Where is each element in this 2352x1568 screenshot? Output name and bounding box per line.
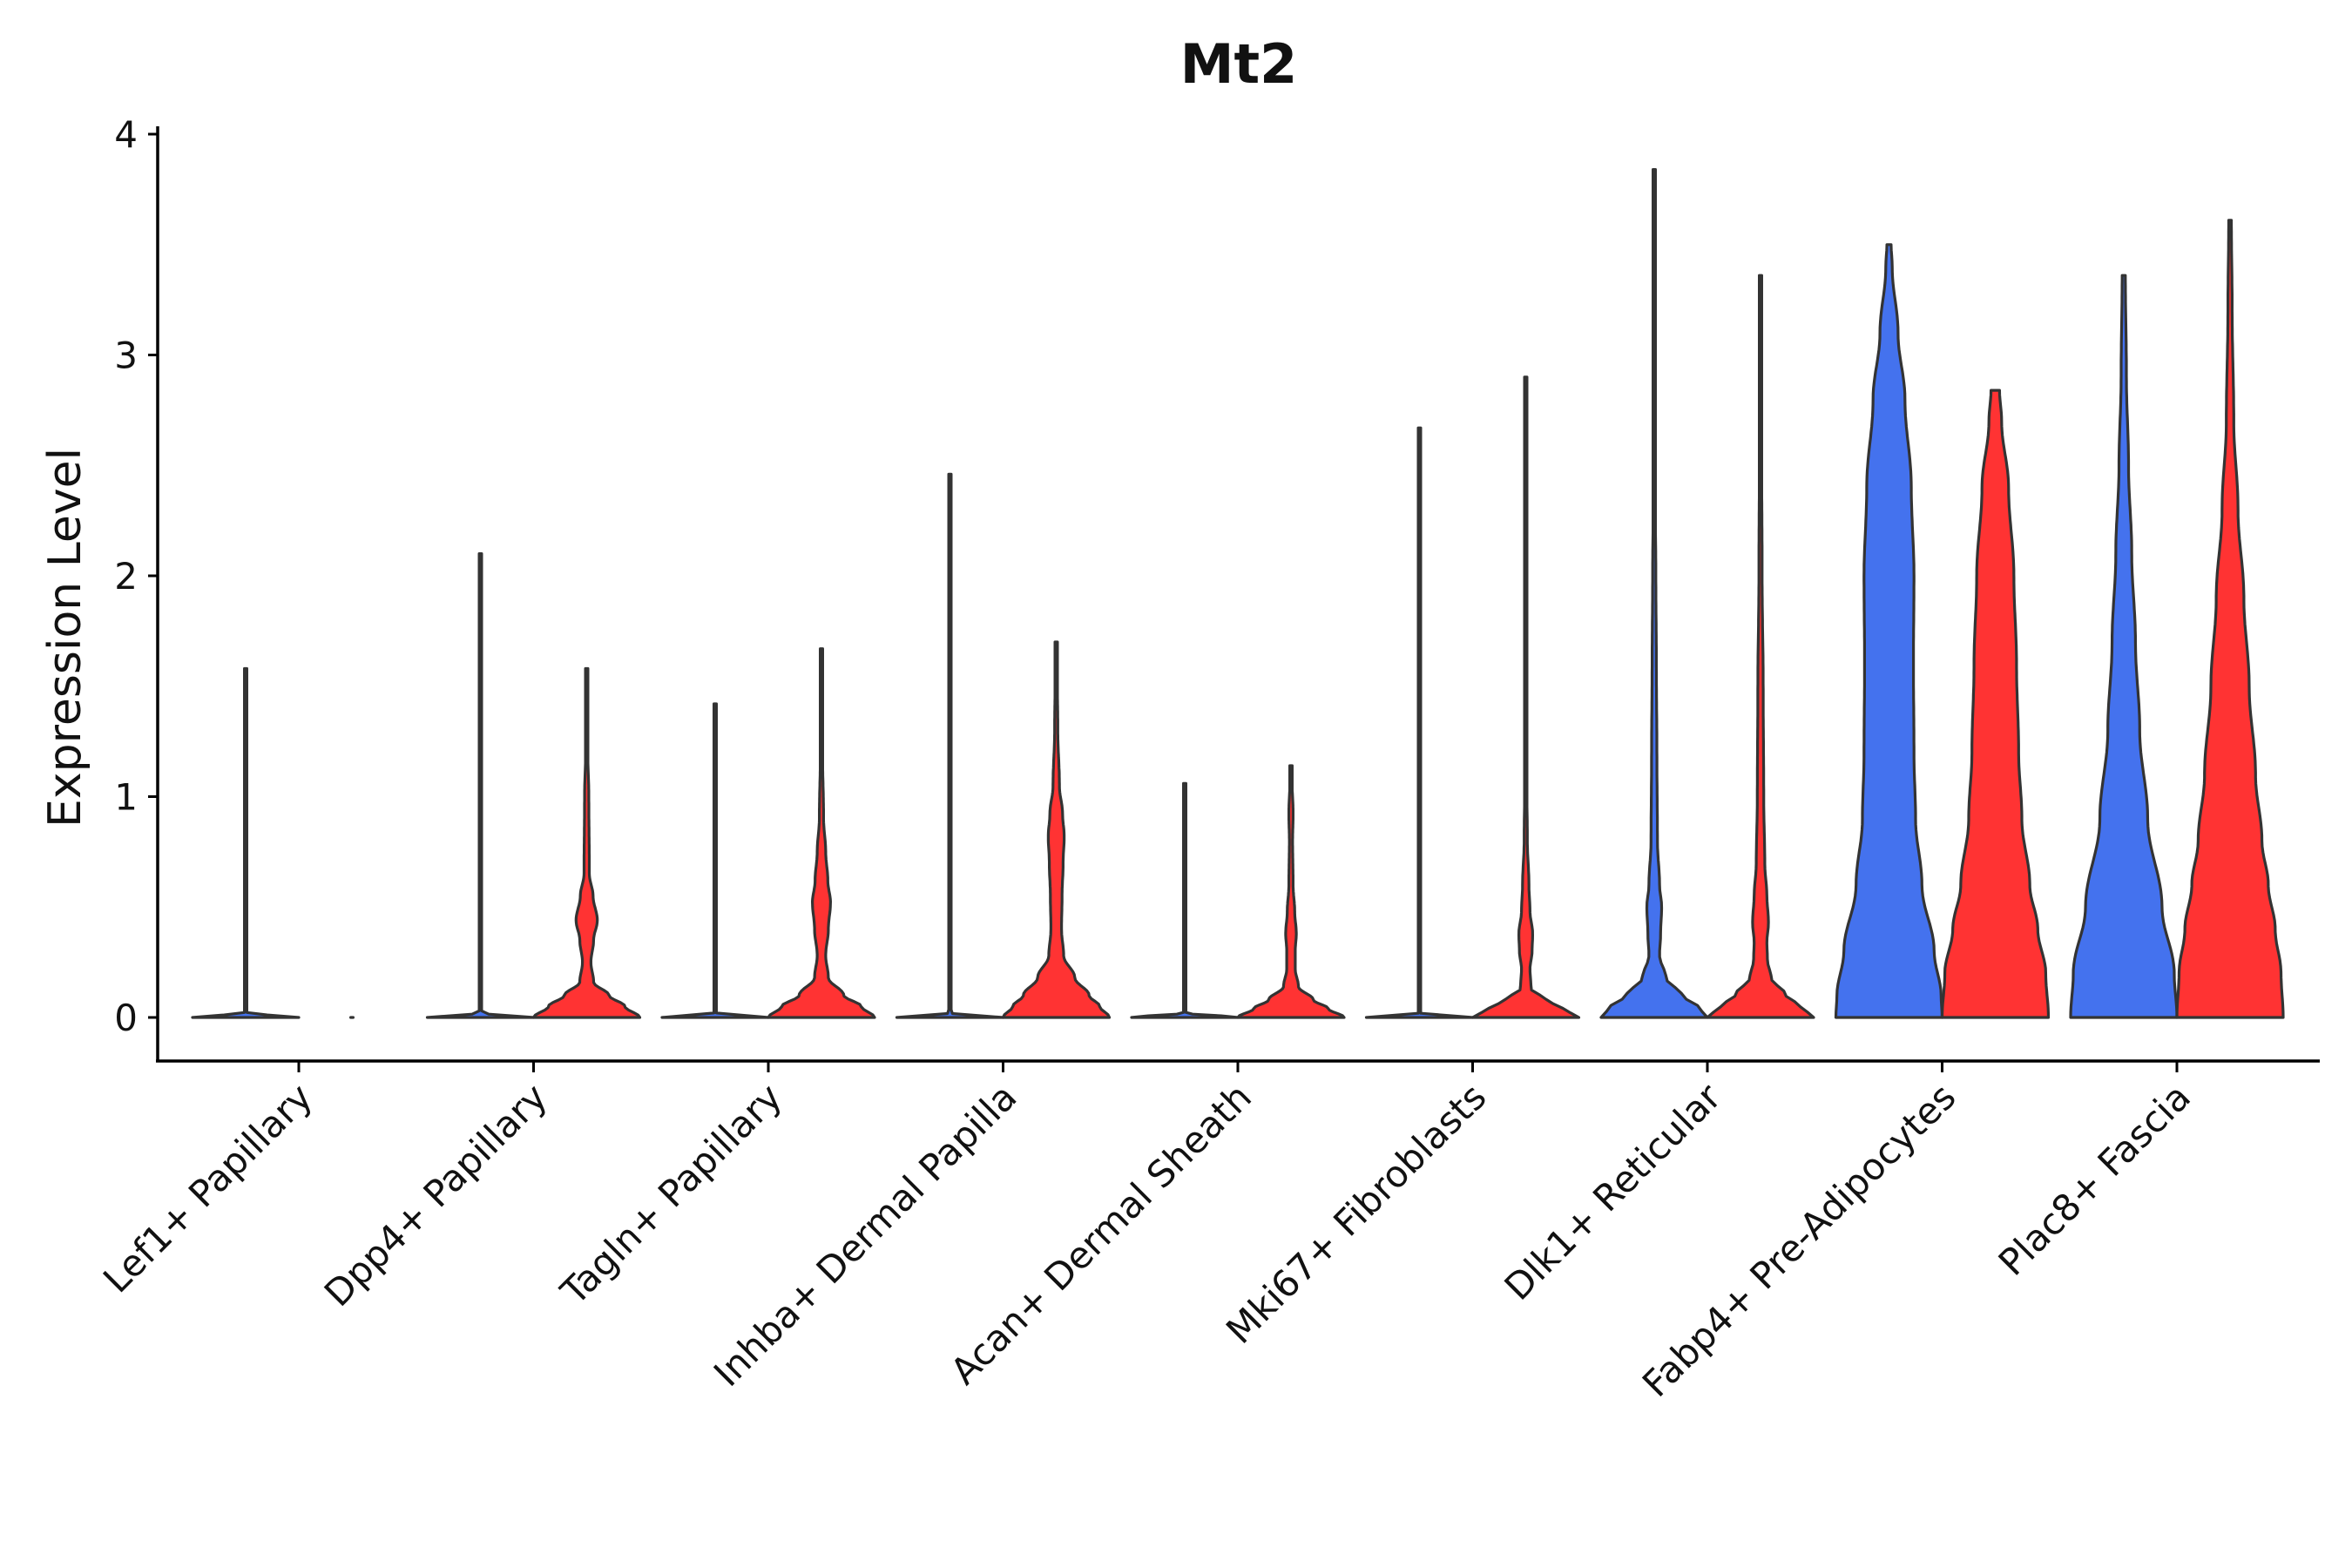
- violin-blue: [895, 472, 1005, 1019]
- x-tick-label: Dpp4+ Papillary: [316, 1075, 556, 1315]
- violin-blue: [1130, 781, 1240, 1019]
- x-tick-label: Tagln+ Papillary: [552, 1075, 790, 1313]
- x-tick-label: Mki67+ Fibroblasts: [1218, 1075, 1494, 1351]
- y-tick-label: 1: [114, 776, 138, 819]
- violin-red: [1001, 640, 1112, 1019]
- y-tick-label: 2: [114, 555, 138, 598]
- y-tick-label: 3: [114, 335, 138, 377]
- y-axis-label: Expression Level: [39, 448, 91, 828]
- violin-red: [767, 647, 876, 1019]
- violin-blue: [1834, 243, 1944, 1019]
- violin-red: [1706, 274, 1815, 1019]
- violin-layer: [191, 168, 2285, 1019]
- chart-title: Mt2: [1180, 32, 1297, 96]
- violin-red: [1470, 375, 1581, 1019]
- violin-blue: [1599, 168, 1709, 1019]
- violin-blue: [660, 702, 770, 1019]
- violin-blue: [2069, 274, 2179, 1019]
- violin-red: [1236, 764, 1346, 1019]
- violin-red: [2175, 219, 2285, 1019]
- x-tick-label: Dlk1+ Reticular: [1497, 1075, 1730, 1308]
- violin-blue: [191, 666, 301, 1019]
- x-tick-label: Plac8+ Fascia: [1990, 1075, 2199, 1283]
- y-tick-label: 0: [114, 997, 138, 1039]
- violin-blue: [425, 552, 536, 1019]
- violin-blue: [1364, 426, 1475, 1019]
- y-tick-label: 4: [114, 113, 138, 156]
- violin-red: [1940, 389, 2051, 1019]
- violin-red: [531, 666, 642, 1019]
- x-tick-label: Lef1+ Papillary: [95, 1075, 321, 1301]
- y-ticks: 0 1 2 3 4: [114, 113, 158, 1039]
